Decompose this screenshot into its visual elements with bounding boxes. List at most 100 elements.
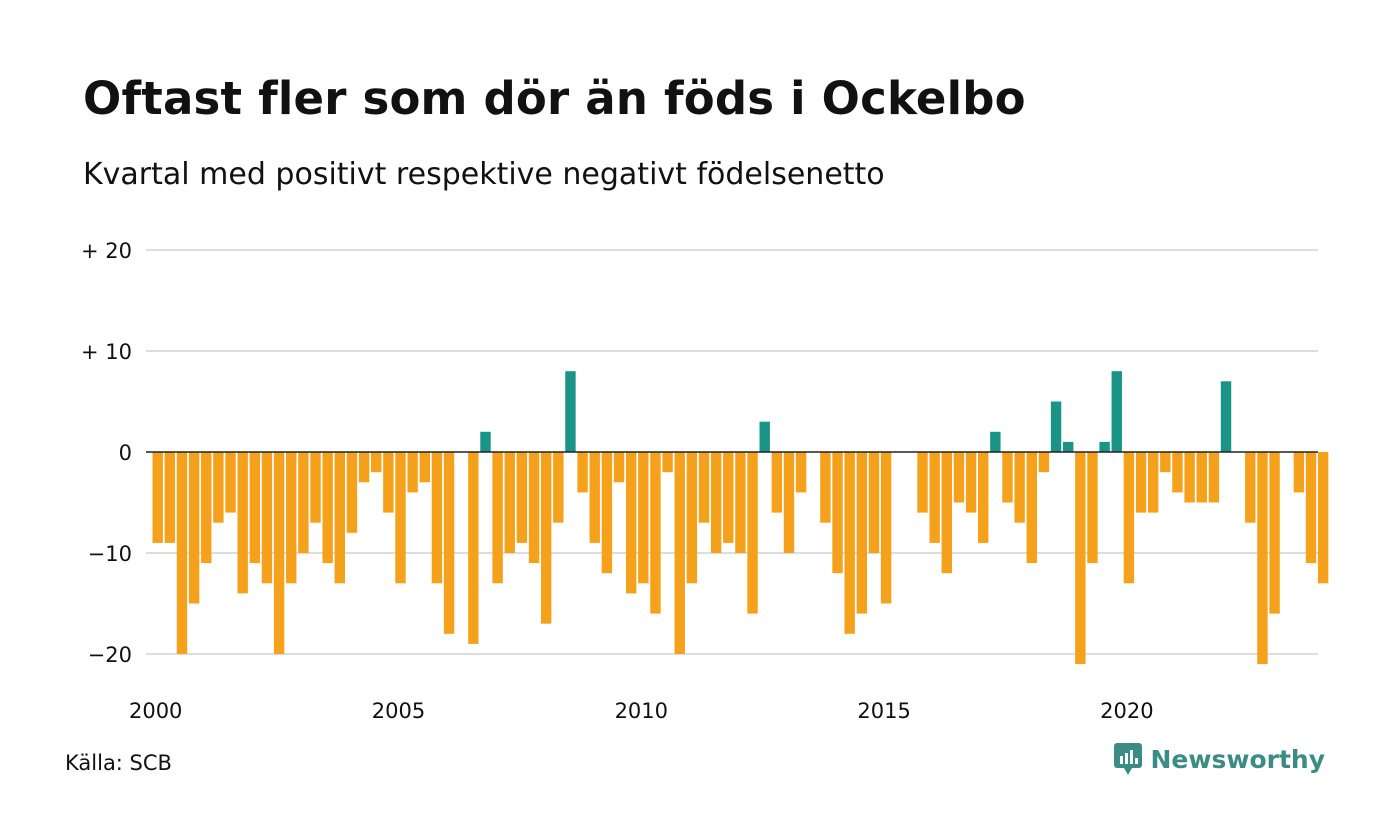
bar-negative — [395, 452, 406, 584]
bar-positive — [1099, 441, 1110, 452]
bar-negative — [273, 452, 285, 654]
bar-negative — [310, 452, 321, 523]
bar-negative — [783, 452, 795, 553]
source-note: Källa: SCB — [65, 751, 172, 775]
bar-negative — [929, 452, 940, 543]
bar-negative — [213, 452, 224, 523]
y-tick-label: −20 — [88, 643, 132, 667]
bar-positive — [1063, 441, 1074, 452]
bar-negative — [516, 452, 528, 543]
bar-negative — [577, 452, 588, 493]
bar-negative — [1269, 452, 1280, 614]
x-tick-label: 2015 — [857, 699, 910, 723]
bar-negative — [334, 452, 345, 584]
bar-negative — [832, 452, 843, 574]
y-tick-label: 0 — [119, 441, 132, 465]
bar-negative — [1245, 452, 1256, 523]
bar-negative — [953, 452, 965, 503]
bar-negative — [856, 452, 868, 614]
bar-negative — [771, 452, 783, 513]
bar-negative — [164, 452, 176, 543]
bar-negative — [747, 452, 758, 614]
brand-logo: Newsworthy — [1113, 742, 1325, 776]
axes: + 20 + 10 0 −10 −20 2000 2005 2010 2015 2020 — [81, 239, 1318, 723]
bar-negative — [613, 452, 625, 483]
bar-negative — [237, 452, 248, 594]
bar-negative — [917, 452, 928, 513]
newsworthy-logo-icon — [1113, 743, 1142, 775]
bar-positive — [1220, 381, 1232, 452]
x-tick-label: 2020 — [1100, 699, 1153, 723]
bar-negative — [528, 452, 540, 564]
bar-negative — [346, 452, 358, 533]
bar-negative — [1002, 452, 1013, 503]
bar-negative — [1208, 452, 1220, 503]
bar-negative — [468, 452, 479, 644]
bar-negative — [1305, 452, 1317, 564]
bar-negative — [1135, 452, 1147, 513]
bar-negative — [1075, 452, 1086, 665]
bar-negative — [443, 452, 455, 634]
y-tick-label: −10 — [88, 542, 132, 566]
bar-negative — [601, 452, 613, 574]
bar-negative — [1026, 452, 1037, 564]
bar-negative — [820, 452, 831, 523]
bar-negative — [201, 452, 212, 564]
bar-negative — [941, 452, 952, 574]
bar-negative — [176, 452, 188, 654]
bar-negative — [225, 452, 236, 513]
bar-negative — [358, 452, 370, 483]
bar-negative — [419, 452, 430, 483]
bar-negative — [1184, 452, 1195, 503]
bar-negative — [795, 452, 807, 493]
bar-negative — [261, 452, 273, 584]
bars — [152, 371, 1329, 665]
bar-negative — [965, 452, 977, 513]
bar-chart: + 20 + 10 0 −10 −20 2000 2005 2010 2015 2020 — [81, 239, 1329, 723]
bar-negative — [1147, 452, 1159, 513]
bar-negative — [504, 452, 515, 553]
bar-negative — [868, 452, 880, 553]
bar-negative — [710, 452, 722, 553]
bar-negative — [735, 452, 746, 553]
bar-negative — [188, 452, 200, 604]
gridlines — [146, 249, 1318, 655]
y-tick-label: + 20 — [81, 239, 132, 263]
chart-subtitle: Kvartal med positivt respektive negativt… — [83, 157, 885, 192]
bar-negative — [407, 452, 418, 493]
bar-negative — [540, 452, 552, 624]
bar-negative — [431, 452, 443, 584]
bar-negative — [978, 452, 989, 543]
x-tick-label: 2005 — [372, 699, 425, 723]
bar-positive — [1111, 371, 1122, 452]
bar-negative — [298, 452, 309, 553]
bar-positive — [759, 421, 770, 452]
bar-negative — [371, 452, 382, 473]
bar-negative — [1014, 452, 1025, 523]
bar-negative — [589, 452, 600, 543]
bar-negative — [625, 452, 637, 594]
bar-negative — [1293, 452, 1305, 493]
bar-positive — [990, 431, 1001, 452]
bar-negative — [844, 452, 855, 634]
bar-positive — [480, 431, 491, 452]
bar-negative — [1257, 452, 1268, 665]
x-tick-label: 2000 — [129, 699, 182, 723]
bar-negative — [1087, 452, 1098, 564]
bar-negative — [152, 452, 163, 543]
chart-title: Oftast fler som dör än föds i Ockelbo — [83, 72, 1026, 125]
bar-negative — [1317, 452, 1329, 584]
bar-negative — [662, 452, 673, 473]
bar-negative — [880, 452, 892, 604]
bar-negative — [1038, 452, 1050, 473]
bar-negative — [650, 452, 661, 614]
bar-negative — [638, 452, 649, 584]
bar-negative — [249, 452, 261, 564]
bar-negative — [723, 452, 734, 543]
bar-negative — [686, 452, 698, 584]
x-tick-label: 2010 — [615, 699, 668, 723]
bar-positive — [1050, 401, 1062, 452]
bar-negative — [1172, 452, 1183, 493]
bar-negative — [674, 452, 685, 654]
y-tick-label: + 10 — [81, 340, 132, 364]
